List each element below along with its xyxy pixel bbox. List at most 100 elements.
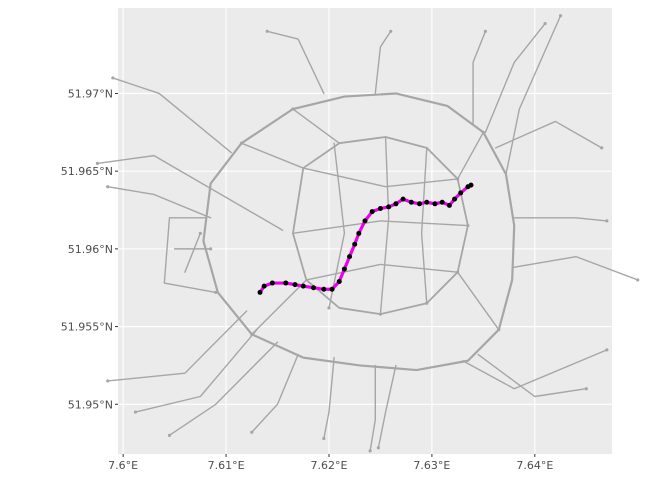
road-4 — [251, 353, 299, 433]
road-endpoint-9 — [584, 387, 588, 391]
road-11 — [513, 217, 608, 222]
road-23 — [302, 167, 459, 188]
road-endpoint-11 — [605, 219, 609, 223]
route-point-20 — [408, 199, 414, 205]
road-endpoint-22 — [466, 223, 470, 228]
road-endpoint-14 — [558, 14, 563, 18]
road-6 — [369, 364, 376, 452]
road-endpoint-6 — [368, 449, 372, 453]
route-point-9 — [336, 279, 342, 285]
road-9 — [477, 353, 587, 398]
route-point-16 — [377, 205, 383, 211]
road-endpoint-7 — [376, 446, 380, 450]
road-endpoint-5 — [322, 436, 326, 441]
road-endpoint-13 — [543, 21, 547, 26]
route-point-11 — [347, 254, 353, 260]
road-endpoint-30 — [239, 141, 244, 145]
route-point-6 — [311, 285, 317, 291]
road-endpoint-25 — [425, 301, 429, 305]
road-endpoint-31 — [214, 290, 218, 294]
route-point-22 — [424, 199, 430, 205]
route-point-14 — [362, 218, 368, 224]
road-endpoint-8 — [605, 348, 609, 352]
road-endpoint-20 — [327, 306, 331, 310]
road-17 — [374, 30, 392, 95]
route-point-19 — [400, 196, 406, 202]
road-endpoint-17 — [389, 29, 393, 33]
road-5 — [323, 356, 335, 440]
route-point-12 — [352, 241, 358, 247]
road-12 — [495, 120, 603, 149]
road-endpoint-4 — [250, 430, 254, 434]
route-point-25 — [446, 202, 452, 208]
plot-panel — [118, 8, 612, 454]
route-point-26 — [452, 196, 458, 202]
road-endpoint-1 — [106, 379, 110, 383]
x-tick-label-4: 7.64°E — [516, 459, 553, 472]
route-point-1 — [261, 283, 267, 289]
road-16 — [266, 30, 325, 95]
road-endpoint-16 — [265, 29, 269, 33]
y-tick-label-3: 51.965°N — [61, 165, 113, 178]
route-point-18 — [393, 201, 399, 207]
route-point-7 — [321, 286, 327, 292]
road-endpoint-2 — [133, 410, 138, 414]
route-point-5 — [300, 283, 306, 289]
road-endpoint-21 — [378, 312, 383, 316]
road-25 — [420, 147, 428, 304]
road-7 — [377, 364, 397, 449]
road-endpoint-15 — [483, 29, 488, 33]
road-10 — [511, 255, 639, 281]
route-point-15 — [369, 209, 375, 215]
route-point-21 — [417, 201, 423, 207]
route-point-24 — [439, 199, 445, 205]
road-13 — [484, 22, 546, 134]
road-22 — [292, 220, 469, 235]
road-28 — [456, 271, 500, 331]
road-15 — [472, 30, 487, 126]
x-tick-label-0: 7.6°E — [108, 459, 138, 472]
road-18 — [112, 77, 232, 154]
road-endpoint-26 — [291, 107, 295, 111]
road-26 — [292, 108, 340, 144]
x-tick-label-2: 7.62°E — [311, 459, 348, 472]
road-endpoint-27 — [481, 130, 485, 134]
route-point-2 — [269, 280, 275, 286]
route-point-23 — [432, 201, 438, 207]
route-point-29 — [468, 182, 474, 188]
road-endpoint-33 — [198, 231, 202, 235]
road-endpoint-18 — [111, 76, 115, 80]
road-endpoint-28 — [497, 328, 501, 332]
road-29 — [251, 279, 308, 336]
road-endpoint-3 — [167, 433, 172, 437]
route-point-27 — [458, 190, 464, 196]
y-tick-label-1: 51.955°N — [61, 321, 113, 334]
route-point-10 — [341, 266, 347, 272]
route-point-0 — [257, 289, 263, 295]
axes: 7.6°E 7.61°E 7.62°E 7.63°E 7.64°E 51.95°N 51.9… — [61, 87, 554, 472]
road-1 — [107, 310, 248, 382]
y-tick-label-2: 51.96°N — [68, 243, 113, 256]
route-point-13 — [356, 230, 362, 236]
road-19 — [107, 186, 212, 219]
road-endpoint-10 — [636, 278, 640, 282]
road-2 — [134, 328, 258, 413]
road-endpoint-0 — [95, 161, 100, 166]
road-24 — [305, 263, 459, 281]
road-21 — [379, 136, 390, 315]
road-endpoint-29 — [250, 332, 254, 336]
y-tick-label-4: 51.97°N — [68, 87, 113, 100]
road-20 — [328, 142, 346, 309]
route-point-3 — [283, 280, 289, 286]
route-point-17 — [386, 204, 392, 210]
gridlines — [118, 8, 612, 454]
road-endpoint-32 — [209, 247, 213, 251]
road-31 — [163, 217, 217, 294]
route — [257, 182, 474, 295]
road-30 — [240, 142, 304, 169]
street-network — [95, 14, 640, 453]
road-27 — [456, 131, 485, 180]
x-tick-label-1: 7.61°E — [208, 459, 245, 472]
road-14 — [505, 15, 562, 175]
